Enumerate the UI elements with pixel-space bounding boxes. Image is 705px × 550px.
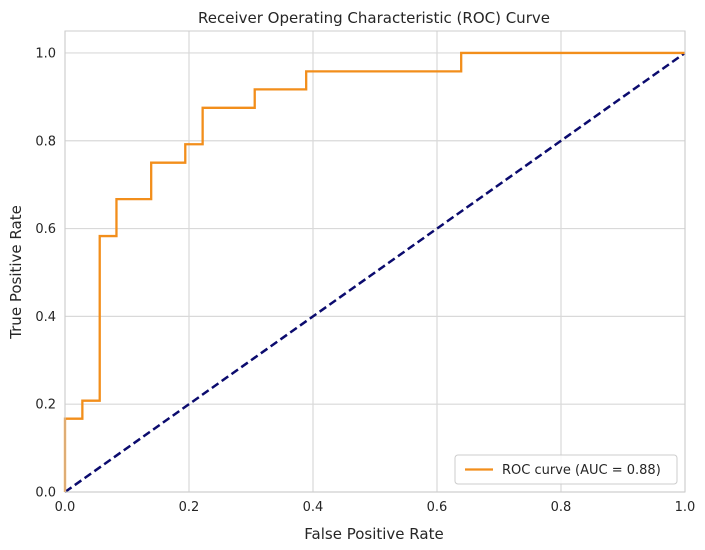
plot-frame	[64, 30, 686, 493]
legend-entry-label: ROC curve (AUC = 0.88)	[502, 463, 661, 478]
x-tick-label: 0.6	[427, 500, 448, 515]
y-axis-label: True Positive Rate	[7, 205, 25, 340]
x-tick-label: 0.2	[179, 500, 200, 515]
y-tick-label: 0.8	[35, 134, 56, 149]
plot-series	[63, 51, 686, 494]
x-axis-label: False Positive Rate	[304, 525, 443, 543]
x-tick-label: 1.0	[675, 500, 696, 515]
x-tick-label: 0.8	[551, 500, 572, 515]
y-tick-label: 0.6	[35, 222, 56, 237]
legend: ROC curve (AUC = 0.88)	[454, 454, 678, 485]
y-tick-label: 1.0	[35, 46, 56, 61]
y-tick-label: 0.0	[35, 486, 56, 501]
y-tick-labels: 0.0 0.2 0.4 0.6 0.8 1.0	[35, 46, 56, 500]
legend-box	[454, 454, 678, 485]
roc-curve-line	[63, 51, 685, 492]
chart-title: Receiver Operating Characteristic (ROC) …	[198, 9, 550, 27]
y-tick-label: 0.4	[35, 310, 56, 325]
y-tick-label: 0.2	[35, 398, 56, 413]
x-tick-label: 0.0	[55, 500, 76, 515]
grid-lines	[64, 31, 686, 493]
chance-line	[64, 51, 686, 494]
x-tick-label: 0.4	[303, 500, 324, 515]
x-tick-labels: 0.0 0.2 0.4 0.6 0.8 1.0	[55, 500, 696, 515]
